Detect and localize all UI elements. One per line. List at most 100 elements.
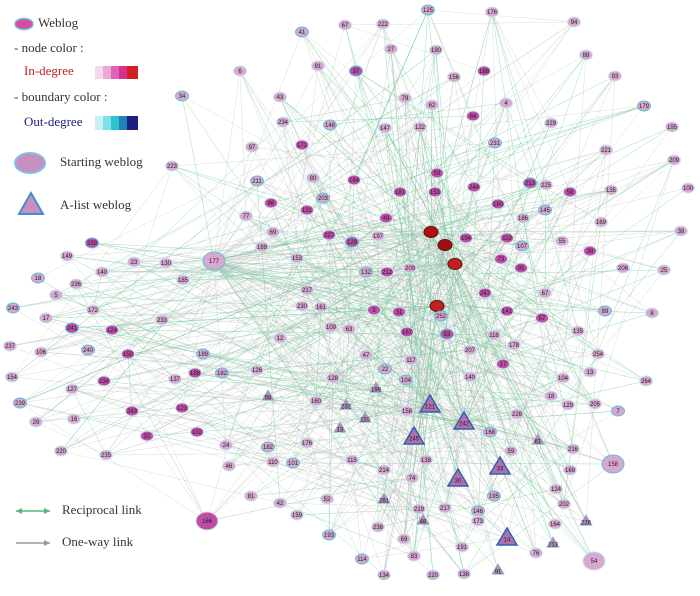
- one-way-link: [444, 244, 543, 319]
- node: [39, 312, 53, 324]
- node: [31, 272, 45, 284]
- one-way-link: [196, 431, 424, 521]
- node: [380, 266, 394, 278]
- reciprocal-link: [317, 65, 599, 355]
- starting-node: [195, 511, 219, 531]
- hub-node: [447, 258, 463, 270]
- node-label: 74: [409, 476, 416, 482]
- one-way-link: [213, 260, 415, 438]
- one-way-link: [251, 146, 463, 548]
- node: [165, 160, 179, 172]
- node: [125, 405, 139, 417]
- node: [397, 533, 411, 545]
- one-way-link: [320, 306, 574, 450]
- one-way-link: [213, 142, 496, 262]
- one-way-link: [181, 177, 314, 409]
- reciprocal-link: [382, 23, 434, 576]
- reciprocal-link: [446, 333, 647, 382]
- one-way-link: [213, 21, 575, 262]
- reciprocal-link: [339, 427, 465, 575]
- one-way-link: [213, 70, 357, 262]
- node-label: 14: [504, 538, 511, 544]
- one-way-link: [522, 149, 607, 219]
- one-way-link: [213, 260, 332, 328]
- node: [405, 472, 419, 484]
- one-way-link: [60, 244, 446, 452]
- node-label: 77: [243, 214, 250, 220]
- node-label: 237: [5, 344, 16, 350]
- reciprocal-link: [127, 353, 133, 412]
- alist-node: [333, 421, 347, 433]
- one-way-link: [463, 189, 612, 423]
- node-label: 222: [378, 22, 389, 28]
- node-label: 67: [342, 23, 349, 29]
- one-way-link: [320, 263, 456, 308]
- node: [155, 314, 169, 326]
- one-way-link: [344, 24, 485, 72]
- node: [539, 179, 553, 191]
- reciprocal-link: [228, 306, 322, 467]
- node-label: 209: [405, 266, 416, 272]
- one-way-link: [66, 231, 432, 257]
- one-way-link: [60, 244, 446, 452]
- node: [266, 226, 280, 238]
- edges: [9, 9, 689, 576]
- reciprocal-link: [430, 189, 612, 233]
- reciprocal-link: [351, 377, 564, 461]
- one-way-link: [213, 260, 363, 560]
- reciprocal-link: [463, 70, 485, 423]
- reciprocal-link: [35, 387, 377, 423]
- one-way-link: [40, 351, 407, 381]
- one-way-link: [92, 309, 554, 544]
- one-way-link: [306, 289, 495, 497]
- alist-node: [495, 526, 519, 546]
- node: [250, 364, 264, 376]
- reciprocal-link: [435, 49, 456, 265]
- one-way-link: [429, 237, 508, 406]
- node-label: 154: [7, 375, 18, 381]
- out-degree-swatch: [95, 116, 138, 130]
- one-way-link: [328, 377, 564, 536]
- reciprocal-link: [127, 353, 385, 576]
- reciprocal-link: [477, 450, 512, 512]
- node: [250, 175, 264, 187]
- reciprocal-link: [384, 368, 431, 406]
- one-way-link: [146, 263, 456, 437]
- reciprocal-link: [19, 402, 479, 512]
- reciprocal-link: [430, 149, 607, 233]
- reciprocal-link: [477, 448, 574, 522]
- one-way-link: [328, 237, 508, 536]
- reciprocal-link: [344, 24, 459, 480]
- one-way-link: [111, 23, 384, 331]
- one-way-link: [355, 70, 431, 406]
- one-way-link: [75, 283, 420, 510]
- node-label: 264: [641, 379, 652, 385]
- reciprocal-link: [454, 209, 546, 265]
- node-label: 88: [583, 53, 590, 59]
- one-way-link: [127, 353, 208, 522]
- reciprocal-link: [101, 271, 274, 463]
- node: [583, 366, 597, 378]
- one-way-link: [279, 404, 431, 504]
- node-label: 12: [277, 336, 284, 342]
- one-way-link: [444, 102, 507, 246]
- one-way-link: [45, 260, 215, 319]
- one-way-link: [55, 294, 129, 355]
- node-label: 32: [144, 434, 151, 440]
- one-way-link: [377, 404, 431, 528]
- one-way-link: [71, 388, 518, 415]
- one-way-link: [390, 48, 431, 406]
- reciprocal-link: [435, 49, 446, 246]
- node: [81, 344, 95, 356]
- alist-node: [446, 467, 470, 487]
- one-way-link: [213, 104, 433, 262]
- one-way-link: [315, 400, 459, 480]
- node-label: 62: [429, 103, 436, 109]
- one-way-link: [213, 240, 563, 262]
- node: [384, 43, 398, 55]
- node: [273, 91, 287, 103]
- node-label: 138: [459, 572, 470, 578]
- reciprocal-link: [306, 9, 429, 291]
- node-label: 27: [388, 47, 395, 53]
